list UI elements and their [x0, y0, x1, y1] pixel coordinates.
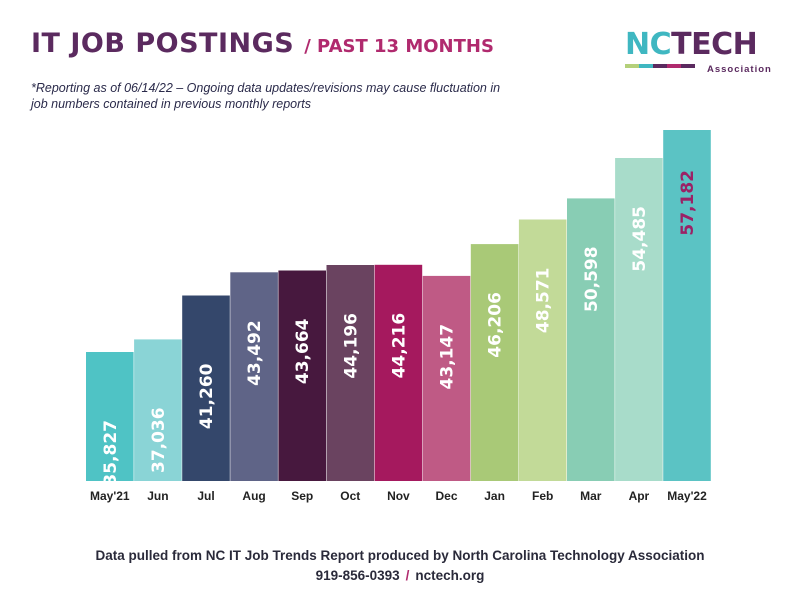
- bar-apr: [615, 158, 663, 481]
- bar-value-label: 48,571: [534, 268, 554, 334]
- logo-tech: TECH: [671, 27, 758, 62]
- x-tick-label: Feb: [532, 489, 553, 503]
- chart-subtitle: / PAST 13 MONTHS: [304, 36, 494, 57]
- bar-value-label: 46,206: [486, 292, 506, 358]
- bar-mar: [567, 198, 615, 481]
- bar-value-label: 57,182: [678, 170, 698, 236]
- x-tick-label: Jul: [197, 489, 214, 503]
- bar-aug: [230, 272, 278, 481]
- bar-oct: [326, 265, 375, 481]
- logo-bar-segment: [681, 64, 695, 68]
- bar-jul: [182, 295, 230, 481]
- x-tick-label: Nov: [387, 489, 410, 503]
- bar-jan: [470, 244, 519, 481]
- bar-value-label: 35,827: [101, 420, 121, 486]
- logo-wordmark: NCTECH: [625, 30, 770, 60]
- bar-value-label: 43,492: [245, 320, 265, 386]
- x-tick-label: Sep: [291, 489, 313, 503]
- footer-phone: 919-856-0393: [315, 568, 400, 583]
- bar-value-label: 37,036: [149, 407, 169, 473]
- bar-nov: [374, 264, 423, 481]
- reporting-note: *Reporting as of 06/14/22 – Ongoing data…: [31, 81, 501, 111]
- logo-bar-segment: [653, 64, 667, 68]
- x-tick-label: Dec: [435, 489, 457, 503]
- bar-dec: [422, 275, 471, 481]
- bar-jun: [134, 339, 182, 481]
- bar-feb: [518, 219, 567, 481]
- bar-value-label: 44,216: [389, 313, 409, 379]
- logo-color-bar: [625, 64, 695, 68]
- footer-website[interactable]: nctech.org: [415, 568, 485, 583]
- chart-title: IT JOB POSTINGS: [31, 28, 295, 59]
- x-tick-label: Jun: [147, 489, 168, 503]
- logo-bar-segment: [625, 64, 639, 68]
- logo-association: Association: [707, 64, 772, 75]
- x-tick-label: Mar: [580, 489, 602, 503]
- bar-value-label: 50,598: [582, 246, 602, 312]
- logo-bar-segment: [639, 64, 653, 68]
- bar-value-label: 43,147: [438, 324, 458, 390]
- bar-sep: [278, 270, 326, 481]
- x-tick-label: May'22: [667, 489, 707, 503]
- bar-value-label: 43,664: [293, 318, 313, 384]
- bar-may22: [663, 130, 711, 481]
- x-tick-label: Jan: [484, 489, 505, 503]
- footer-separator: /: [405, 568, 410, 583]
- title-row: IT JOB POSTINGS / PAST 13 MONTHS: [31, 28, 494, 59]
- logo-bar-segment: [667, 64, 681, 68]
- bar-value-label: 41,260: [197, 363, 217, 429]
- bar-value-label: 44,196: [341, 313, 361, 379]
- footer-contact: 919-856-0393 / nctech.org: [0, 568, 800, 583]
- x-tick-label: May'21: [90, 489, 130, 503]
- x-tick-label: Oct: [340, 489, 360, 503]
- bar-may21: [86, 352, 134, 481]
- x-tick-label: Aug: [242, 489, 265, 503]
- x-tick-label: Apr: [629, 489, 650, 503]
- logo-nc: NC: [625, 27, 672, 62]
- bar-value-label: 54,485: [630, 206, 650, 272]
- nctech-logo: NCTECH Association: [625, 30, 771, 75]
- footer-source: Data pulled from NC IT Job Trends Report…: [95, 548, 705, 563]
